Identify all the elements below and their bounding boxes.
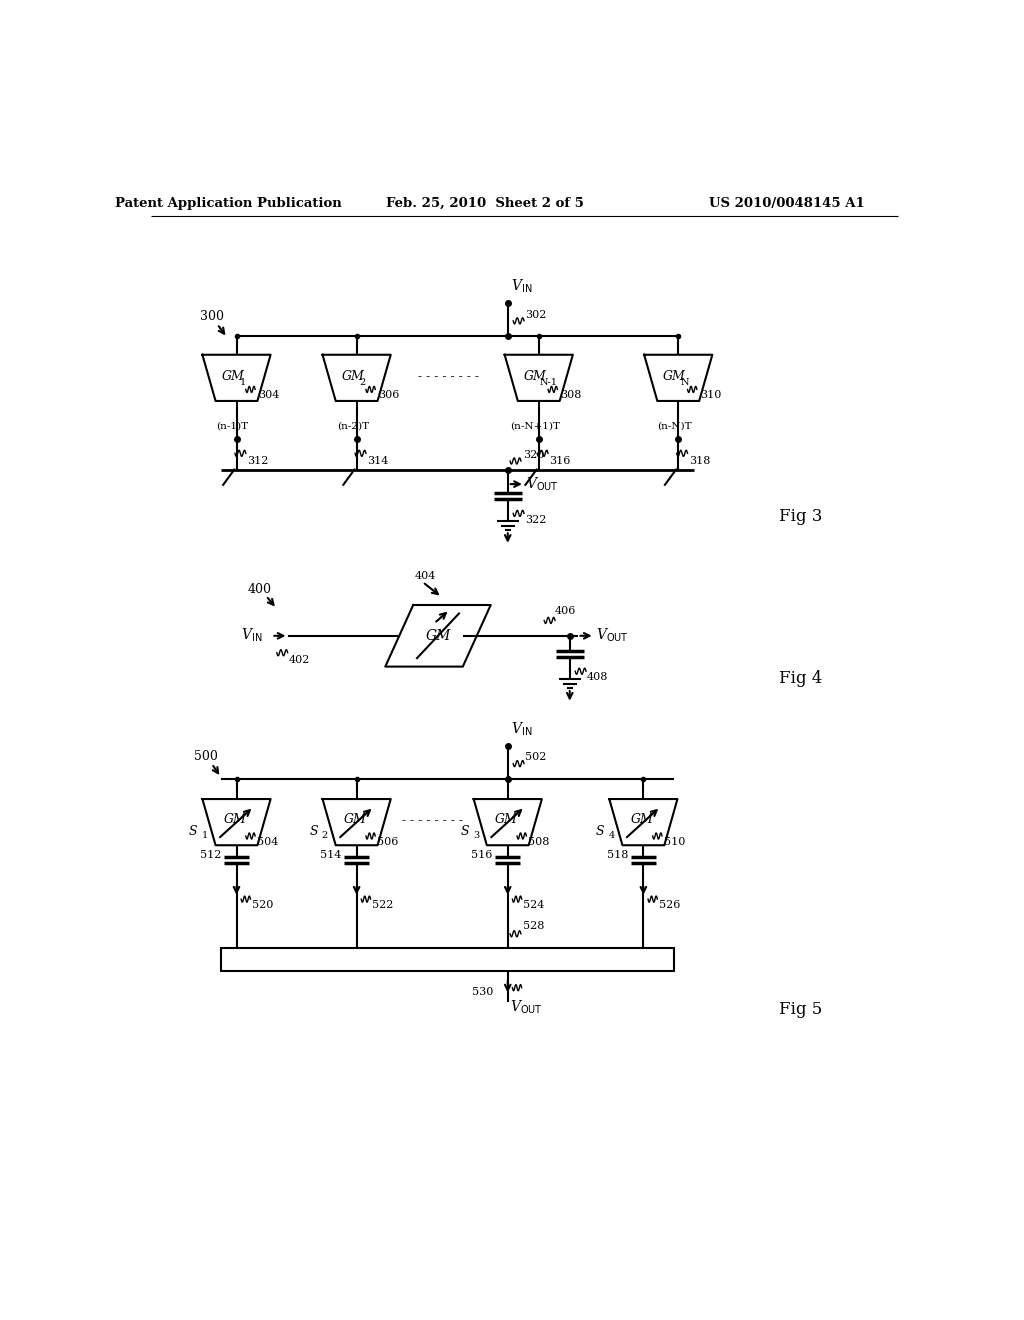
Text: 316: 316 [550, 455, 571, 466]
Text: S: S [309, 825, 317, 838]
Text: Feb. 25, 2010  Sheet 2 of 5: Feb. 25, 2010 Sheet 2 of 5 [386, 197, 584, 210]
Text: 404: 404 [415, 570, 436, 581]
Text: V$_{\rm IN}$: V$_{\rm IN}$ [511, 721, 532, 738]
Text: (n-N+1)T: (n-N+1)T [510, 421, 560, 430]
Text: 402: 402 [289, 656, 310, 665]
Text: V$_{\rm IN}$: V$_{\rm IN}$ [241, 627, 262, 644]
Text: 304: 304 [258, 389, 280, 400]
Text: GM: GM [341, 370, 365, 383]
Text: GM: GM [631, 813, 653, 825]
Text: GM: GM [425, 628, 451, 643]
Text: 2: 2 [359, 378, 366, 387]
Text: 522: 522 [372, 900, 393, 911]
Text: 1: 1 [240, 378, 246, 387]
Text: S: S [596, 825, 604, 838]
Text: - - - - - - - -: - - - - - - - - [418, 370, 478, 383]
Text: 506: 506 [377, 837, 398, 847]
Text: 308: 308 [560, 389, 582, 400]
Text: GM: GM [663, 370, 686, 383]
Text: V$_{\rm OUT}$: V$_{\rm OUT}$ [526, 475, 559, 492]
Text: 530: 530 [472, 987, 494, 998]
Text: 528: 528 [523, 921, 545, 931]
Text: Fig 3: Fig 3 [779, 508, 822, 525]
Text: 502: 502 [524, 752, 546, 763]
Text: 408: 408 [587, 672, 608, 682]
Text: 302: 302 [524, 310, 546, 321]
Text: 512: 512 [200, 850, 221, 861]
Text: 310: 310 [700, 389, 721, 400]
Text: - - - - - - - -: - - - - - - - - [402, 814, 463, 828]
Text: GM: GM [344, 813, 367, 825]
Text: Fig 5: Fig 5 [779, 1001, 822, 1018]
Text: 510: 510 [664, 837, 685, 847]
Text: 524: 524 [523, 900, 545, 911]
Text: (n-1)T: (n-1)T [216, 421, 249, 430]
Text: 504: 504 [257, 837, 279, 847]
Text: 312: 312 [248, 455, 268, 466]
Text: 520: 520 [252, 900, 273, 911]
Text: GM: GM [495, 813, 517, 825]
Text: V$_{\rm OUT}$: V$_{\rm OUT}$ [596, 627, 629, 644]
Text: 306: 306 [378, 389, 399, 400]
Text: N: N [680, 378, 689, 387]
Text: (n-2)T: (n-2)T [337, 421, 369, 430]
Text: 500: 500 [194, 750, 217, 763]
Bar [221, 948, 675, 970]
Text: 300: 300 [200, 310, 223, 323]
Text: Patent Application Publication: Patent Application Publication [116, 197, 342, 210]
Text: GM: GM [223, 813, 247, 825]
Text: S: S [189, 825, 198, 838]
Text: 318: 318 [689, 455, 711, 466]
Text: 400: 400 [248, 583, 271, 597]
Text: 320: 320 [523, 450, 545, 459]
Text: 518: 518 [606, 850, 628, 861]
Text: 516: 516 [471, 850, 493, 861]
Text: US 2010/0048145 A1: US 2010/0048145 A1 [709, 197, 864, 210]
Text: V$_{\rm OUT}$: V$_{\rm OUT}$ [510, 999, 543, 1016]
Text: GM: GM [523, 370, 546, 383]
Text: 3: 3 [473, 832, 479, 841]
Text: V$_{\rm IN}$: V$_{\rm IN}$ [511, 279, 532, 296]
Text: 406: 406 [554, 606, 575, 616]
Text: S: S [461, 825, 469, 838]
Text: 2: 2 [322, 832, 328, 841]
Text: N-1: N-1 [540, 378, 558, 387]
Text: 1: 1 [202, 832, 208, 841]
Text: 314: 314 [368, 455, 389, 466]
Text: 322: 322 [524, 515, 546, 524]
Text: 514: 514 [319, 850, 341, 861]
Text: 508: 508 [528, 837, 549, 847]
Text: 526: 526 [658, 900, 680, 911]
Text: Fig 4: Fig 4 [779, 669, 822, 686]
Text: (n-N)T: (n-N)T [657, 421, 691, 430]
Text: 4: 4 [608, 832, 614, 841]
Text: GM: GM [221, 370, 244, 383]
